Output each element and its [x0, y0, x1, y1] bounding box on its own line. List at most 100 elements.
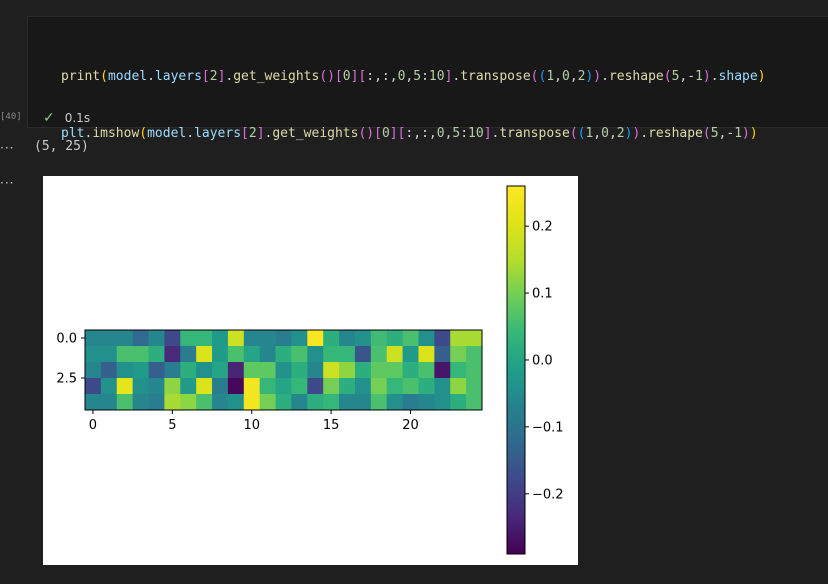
heatmap-cell	[212, 346, 229, 363]
colorbar-tick-label: −0.1	[532, 420, 564, 435]
execution-count: [40]	[0, 112, 22, 122]
heatmap-cell	[339, 362, 356, 379]
heatmap-cell	[212, 362, 229, 379]
heatmap-cell	[307, 394, 324, 411]
heatmap-cell	[196, 378, 213, 395]
heatmap-cell	[196, 346, 213, 363]
heatmap-cell	[180, 378, 197, 395]
heatmap-cell	[180, 362, 197, 379]
heatmap-cell	[466, 362, 483, 379]
heatmap-frame	[84, 329, 483, 411]
x-tick-label: 20	[402, 418, 419, 433]
colorbar-tick-label: −0.2	[532, 487, 564, 502]
heatmap-cell	[196, 330, 213, 347]
heatmap-cell	[275, 394, 292, 411]
heatmap-cell	[370, 394, 388, 411]
heatmap-cell	[354, 330, 372, 347]
heatmap-cell	[227, 362, 245, 379]
heatmap-cell	[116, 362, 134, 379]
heatmap-cell	[323, 378, 340, 395]
heatmap-cell	[386, 346, 403, 363]
heatmap-cell	[291, 378, 308, 395]
heatmap-cell	[450, 330, 467, 347]
heatmap-cell	[180, 330, 197, 347]
y-tick-label: 0.0	[56, 332, 77, 347]
heatmap-cell	[180, 346, 197, 363]
heatmap-cell	[227, 378, 245, 395]
heatmap-cell	[100, 362, 118, 379]
heatmap-cell	[418, 330, 435, 347]
heatmap-cell	[132, 378, 149, 395]
heatmap-cell	[212, 378, 229, 395]
heatmap-cell	[100, 330, 118, 347]
code-line-2: plt.imshow(model.layers[2].get_weights()…	[61, 126, 758, 141]
heatmap-cell	[434, 346, 451, 363]
output-1-more-icon[interactable]: ···	[0, 141, 15, 155]
heatmap-cell	[402, 330, 419, 347]
heatmap-cell	[259, 346, 276, 363]
heatmap-cell	[402, 394, 419, 411]
heatmap-cell	[148, 378, 165, 395]
heatmap-cell	[339, 378, 356, 395]
heatmap-cell	[116, 330, 134, 347]
heatmap-cell	[418, 378, 435, 395]
heatmap-cell	[100, 378, 118, 395]
heatmap-cell	[116, 378, 134, 395]
heatmap-cell	[100, 346, 118, 363]
heatmap-cell	[450, 346, 467, 363]
heatmap-cell	[164, 362, 181, 379]
heatmap-cell	[291, 330, 308, 347]
colorbar-tick-label: 0.0	[532, 353, 553, 368]
heatmap-cell	[323, 394, 340, 411]
heatmap-cell	[450, 378, 467, 395]
heatmap-cell	[164, 394, 181, 411]
output-text: (5, 25)	[34, 139, 89, 154]
heatmap-cell	[339, 394, 356, 411]
heatmap-cell	[132, 362, 149, 379]
heatmap-cell	[164, 346, 181, 363]
heatmap-cell	[148, 346, 165, 363]
x-tick-label: 0	[89, 418, 97, 433]
execution-time: 0.1s	[64, 111, 91, 125]
heatmap-cell	[354, 346, 372, 363]
heatmap-cell	[85, 362, 102, 379]
colorbar-tick-label: 0.2	[532, 220, 553, 235]
heatmap-cell	[307, 330, 324, 347]
heatmap-cell	[243, 362, 261, 379]
heatmap-cell	[370, 362, 388, 379]
heatmap-cell	[434, 330, 451, 347]
heatmap-cell	[243, 394, 261, 411]
heatmap-cell	[275, 378, 292, 395]
heatmap-cell	[227, 346, 245, 363]
heatmap-cell	[386, 362, 403, 379]
heatmap-cell	[259, 330, 276, 347]
heatmap-cell	[466, 394, 483, 411]
heatmap-cell	[212, 394, 229, 411]
heatmap-cell	[196, 394, 213, 411]
cell-status: ✓ 0.1s	[43, 110, 90, 126]
heatmap-cell	[434, 362, 451, 379]
output-2-more-icon[interactable]: ···	[0, 176, 15, 190]
heatmap-cell	[85, 394, 102, 411]
heatmap-cell	[339, 346, 356, 363]
heatmap-cell	[259, 378, 276, 395]
heatmap-cell	[212, 330, 229, 347]
heatmap-cell	[85, 330, 102, 347]
heatmap-cell	[370, 378, 388, 395]
code-cell[interactable]: print(model.layers[2].get_weights()[0][:…	[27, 16, 828, 255]
y-tick-label: 2.5	[56, 372, 77, 387]
heatmap-cell	[370, 330, 388, 347]
heatmap-cell	[434, 394, 451, 411]
heatmap-cell	[307, 362, 324, 379]
heatmap-cell	[291, 362, 308, 379]
heatmap-cell	[116, 346, 134, 363]
heatmap-cell	[418, 362, 435, 379]
heatmap-cell	[275, 362, 292, 379]
heatmap-cell	[148, 362, 165, 379]
colorbar-tick-label: 0.1	[532, 287, 553, 302]
heatmap-cell	[450, 362, 467, 379]
heatmap-cell	[116, 394, 134, 411]
heatmap-cell	[243, 330, 261, 347]
heatmap-cell	[227, 394, 245, 411]
heatmap-cell	[450, 394, 467, 411]
